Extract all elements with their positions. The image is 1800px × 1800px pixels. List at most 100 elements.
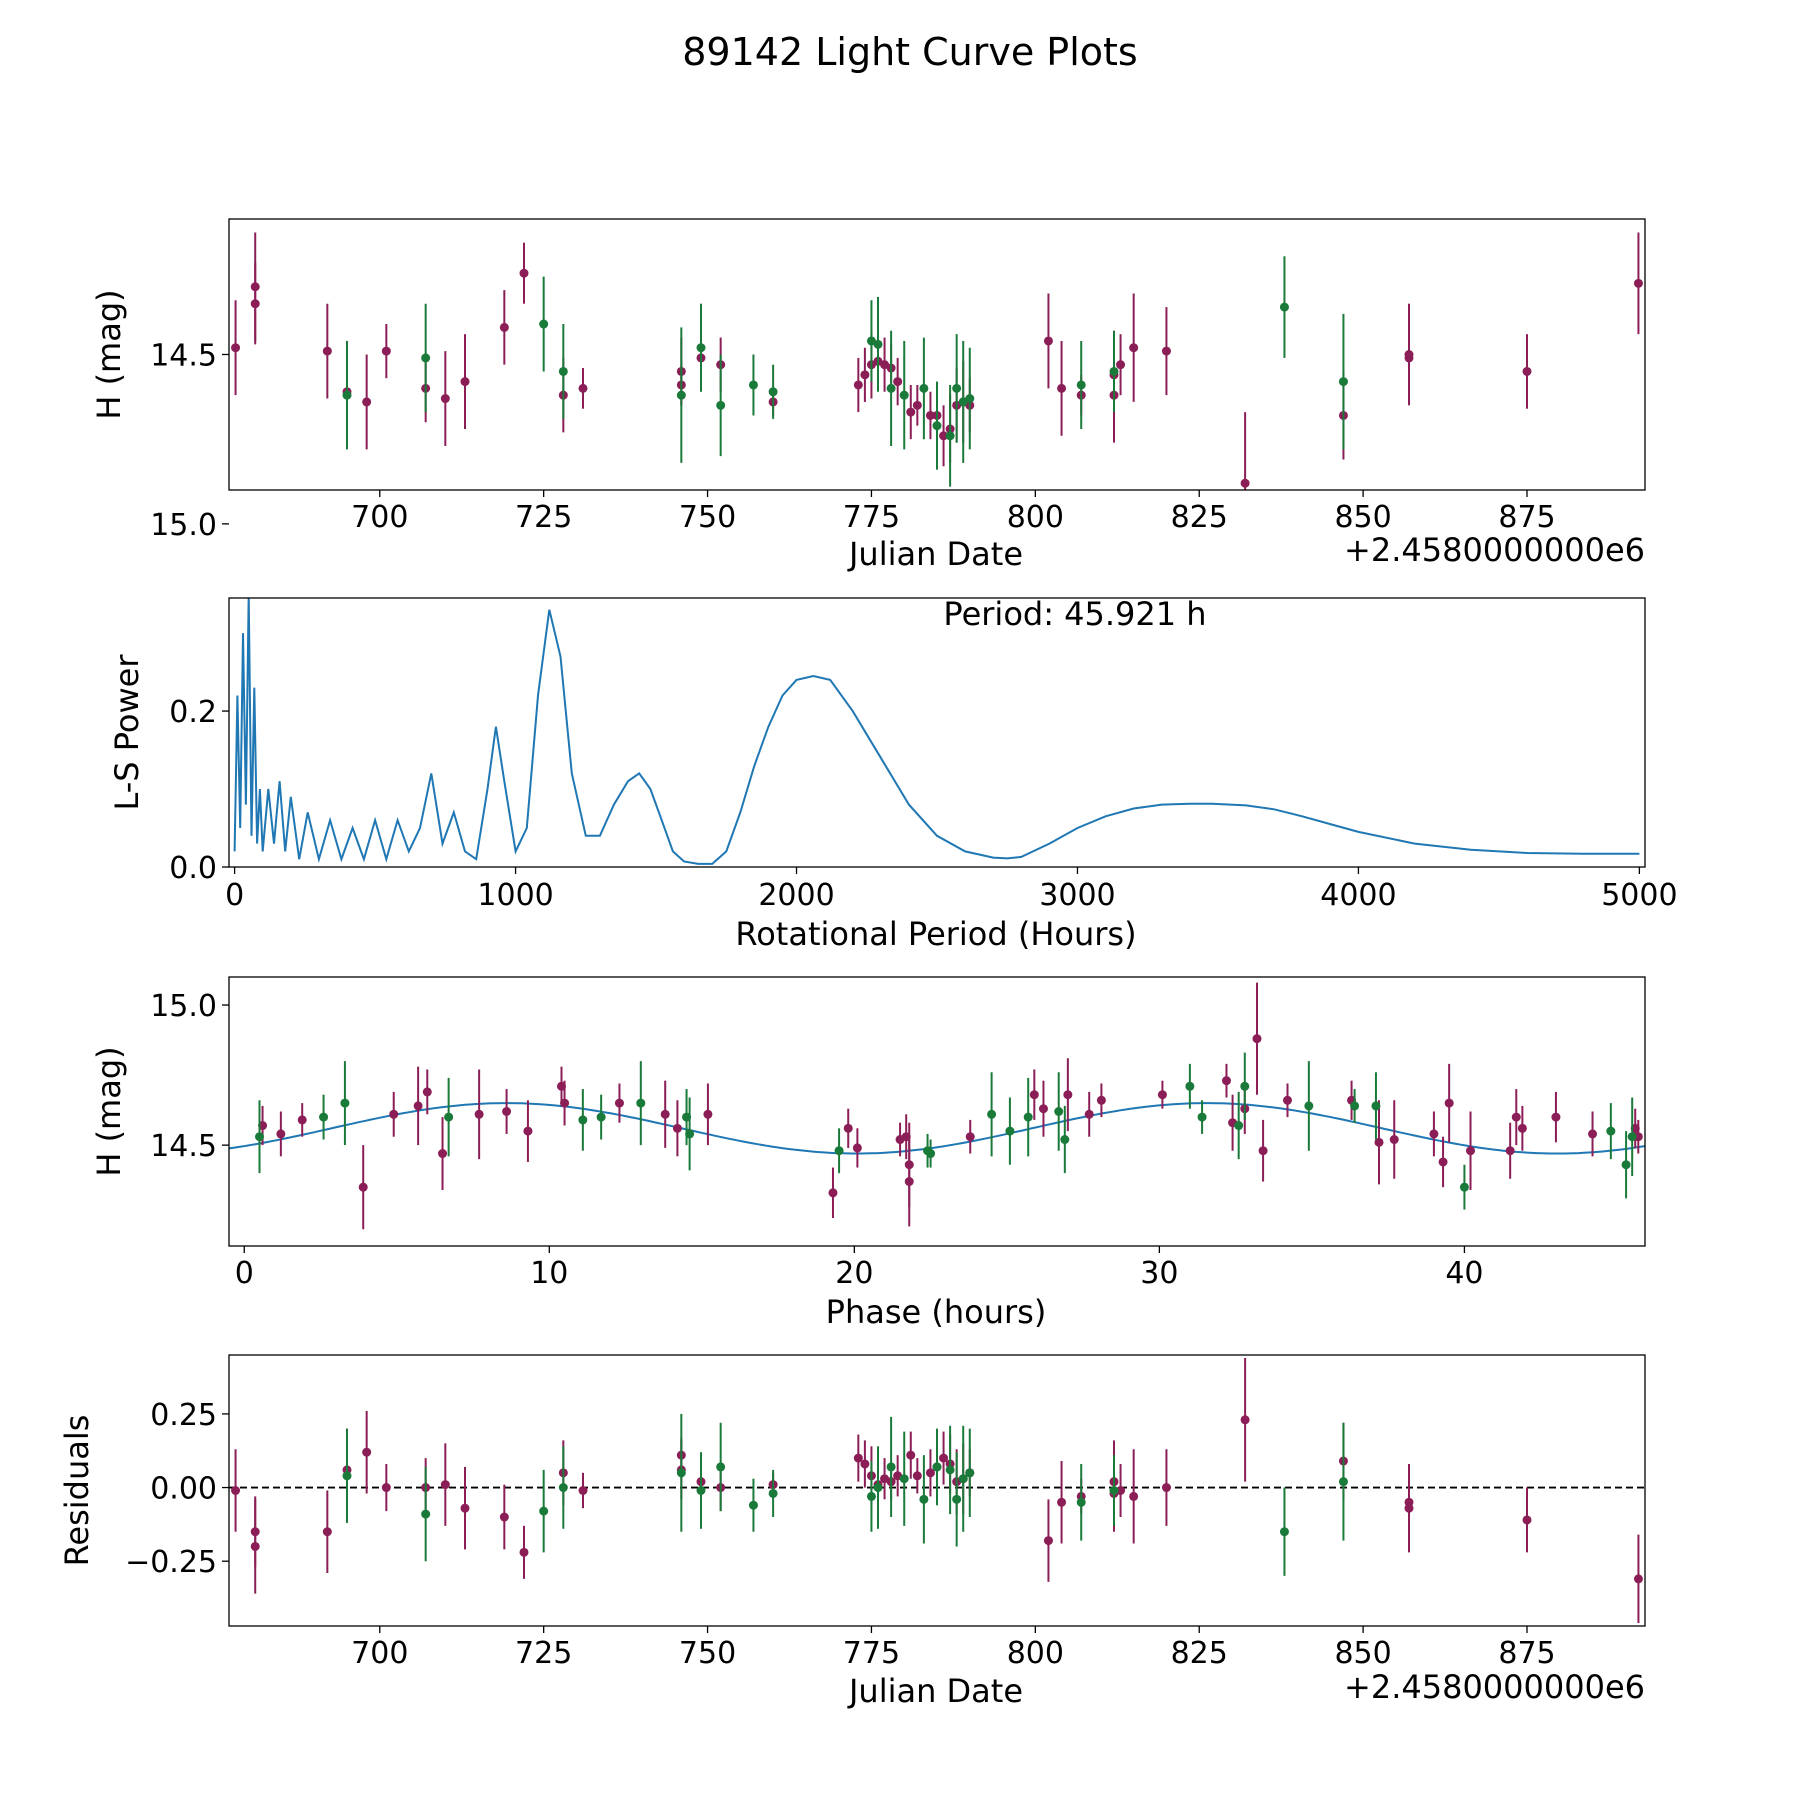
x-tick-label: 1000: [477, 878, 553, 913]
data-point-maroon: [362, 354, 372, 450]
data-point-green: [873, 1446, 883, 1529]
data-marker: [1505, 1146, 1515, 1156]
y-tick-label: 0.2: [169, 695, 217, 730]
panel-phased: 0 10 20 30 40 15.0 14.5 Phase (hours) H (mag): [90, 976, 1646, 1331]
data-marker: [1279, 1527, 1289, 1537]
data-marker: [1005, 1126, 1015, 1136]
data-marker: [519, 1547, 529, 1557]
data-point-maroon: [1157, 1080, 1167, 1109]
data-marker: [912, 400, 922, 410]
data-point-maroon: [843, 1108, 853, 1148]
data-marker: [460, 377, 470, 387]
data-marker: [1459, 1182, 1469, 1192]
data-marker: [965, 394, 975, 404]
data-point-maroon: [1522, 334, 1532, 409]
data-point-green: [1197, 1100, 1207, 1134]
data-marker: [945, 431, 955, 441]
data-marker: [1304, 1101, 1314, 1111]
data-marker: [440, 394, 450, 404]
data-point-green: [1338, 1422, 1348, 1541]
data-point-green: [421, 1466, 431, 1562]
data-point-maroon: [519, 1525, 529, 1579]
data-point-maroon: [1240, 412, 1250, 490]
data-point-maroon: [578, 368, 588, 409]
data-point-maroon: [904, 1136, 914, 1227]
x-tick-label: 700: [351, 1636, 408, 1671]
data-point-green: [578, 1089, 588, 1151]
data-point-green: [1371, 1072, 1381, 1140]
data-marker: [460, 1503, 470, 1513]
data-point-maroon: [276, 1111, 286, 1157]
data-marker: [519, 268, 529, 278]
data-point-maroon: [231, 300, 241, 396]
data-marker: [255, 1132, 265, 1142]
data-marker: [1522, 1515, 1532, 1525]
data-point-green: [319, 1094, 329, 1140]
data-marker: [853, 1453, 863, 1463]
data-marker: [322, 346, 332, 356]
data-point-maroon: [925, 391, 935, 440]
axes-frame: [228, 976, 1646, 1247]
data-point-green: [1621, 1131, 1631, 1199]
data-point-maroon: [578, 1472, 588, 1509]
data-point-green: [1304, 1061, 1314, 1151]
data-point-maroon: [460, 334, 470, 430]
periodogram-line: [233, 598, 1640, 865]
data-marker: [926, 1149, 936, 1159]
axes-frame: [228, 597, 1646, 868]
data-point-maroon: [1258, 1119, 1268, 1182]
x-tick-label: 30: [1140, 1256, 1178, 1291]
data-marker: [1279, 302, 1289, 312]
data-point-maroon: [422, 1069, 432, 1115]
data-marker: [438, 1149, 448, 1159]
data-point-maroon: [1466, 1111, 1476, 1190]
data-marker: [843, 1123, 853, 1133]
data-point-maroon: [1029, 1069, 1039, 1120]
data-point-maroon: [660, 1080, 670, 1148]
x-tick-label: 800: [1007, 1636, 1064, 1671]
data-marker: [925, 410, 935, 420]
data-marker: [1023, 1112, 1033, 1122]
data-marker: [1429, 1129, 1439, 1139]
data-marker: [1444, 1098, 1454, 1108]
data-marker: [1338, 377, 1348, 387]
data-point-maroon: [1404, 1463, 1414, 1553]
data-point-maroon: [1221, 1063, 1231, 1098]
data-point-maroon: [1551, 1091, 1561, 1143]
data-point-maroon: [322, 303, 332, 399]
data-point-green: [1279, 1487, 1289, 1576]
data-marker: [1054, 1107, 1064, 1116]
data-point-green: [748, 1478, 758, 1532]
data-point-maroon: [381, 1463, 391, 1512]
data-point-green: [886, 1416, 896, 1518]
data-point-maroon: [1129, 1449, 1139, 1544]
plot-area: [229, 982, 1645, 1230]
data-point-green: [716, 354, 726, 457]
data-marker: [1338, 1477, 1348, 1487]
data-marker: [1522, 366, 1532, 376]
data-marker: [925, 1468, 935, 1478]
data-point-green: [1240, 1052, 1250, 1120]
data-point-maroon: [1063, 1058, 1073, 1132]
period-annotation: Period: 45.921 h: [943, 595, 1206, 633]
data-point-green: [716, 1422, 726, 1512]
data-point-maroon: [906, 1431, 916, 1479]
x-tick-label: 875: [1498, 1636, 1555, 1671]
data-marker: [1129, 1491, 1139, 1501]
data-point-maroon: [1438, 1136, 1448, 1188]
data-point-maroon: [853, 1434, 863, 1482]
data-marker: [250, 1541, 260, 1551]
data-point-maroon: [297, 1103, 307, 1137]
data-marker: [952, 1494, 962, 1504]
y-tick-label: 0.0: [169, 851, 217, 886]
data-point-green: [676, 1413, 686, 1532]
data-point-green: [748, 354, 758, 416]
panels: 700 725 750 775 800 825 850 875 15.0 14.5 Julian D…: [58, 218, 1678, 1710]
figure-title: 89142 Light Curve Plots: [682, 30, 1137, 74]
y-axis-label: L-S Power: [108, 654, 146, 811]
data-point-green: [539, 1469, 549, 1553]
data-point-green: [342, 1428, 352, 1523]
data-point-maroon: [906, 384, 916, 440]
